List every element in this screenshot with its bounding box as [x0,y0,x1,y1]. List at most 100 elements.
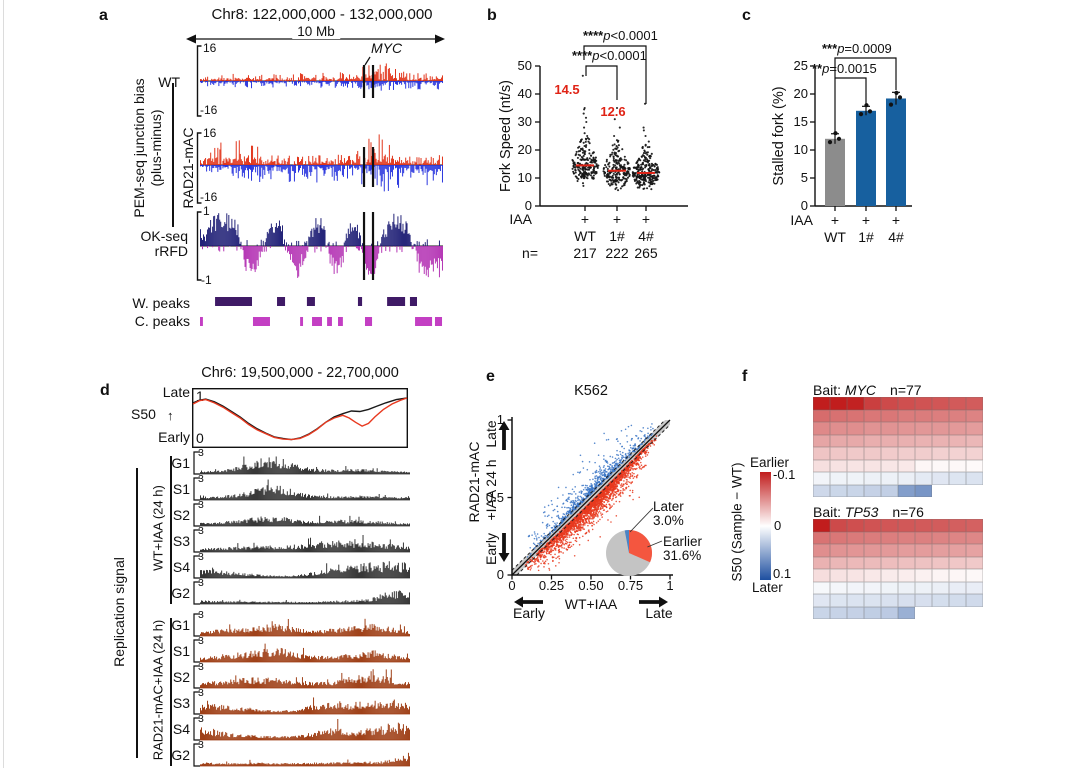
group-rad21-bracket [170,618,172,766]
heatmap-cell [864,594,881,607]
heatmap-cell [915,556,932,569]
panel-d-track-name: S2 [172,507,190,523]
panel-e-title: K562 [574,383,608,399]
heatmap-cell [898,472,915,485]
heatmap-cell [881,569,898,582]
sig-stars: **** [583,28,604,43]
panel-b-sig-lower: ****p<0.0001 [572,48,647,63]
pie-earlier-label: Earlier [663,534,703,549]
heatmap-cell [966,519,983,532]
heatmap-cell [949,556,966,569]
panel-f-scale-mid: 0 [774,518,782,533]
heatmap-cell [966,581,983,594]
heatmap-cell [864,544,881,557]
panel-a-group-bracket [172,83,174,227]
heatmap-cell [915,594,932,607]
heatmap-cell [932,519,949,532]
bait-n: n=76 [892,504,924,520]
heatmap-cell [830,531,847,544]
heatmap-cell [966,409,983,422]
page-edge-line [3,0,4,768]
panel-c-group-name: WT [824,229,846,245]
panel-d-track-scale: 3 [198,525,204,537]
heatmap-cell [915,409,932,422]
panel-c-iaa-plus: + [861,212,871,228]
sig-value: <0.0001 [599,48,647,63]
panel-b-ytick: 0 [524,198,532,213]
scale-bar-label: 10 Mb [292,24,340,39]
heatmap-cell [932,544,949,557]
heatmap-cell [864,581,881,594]
heatmap-cell [898,484,915,497]
heatmap-cell [932,397,949,410]
heatmap-cell [949,594,966,607]
panel-d-track-scale: 3 [198,739,204,751]
heatmap-tp53 [813,519,983,619]
heatmap-cell [932,422,949,435]
sig-value: =0.0009 [844,41,892,56]
scale-arrow [186,34,445,44]
heatmap-cell [966,472,983,485]
heatmap-cell [881,556,898,569]
heatmap-cell [966,544,983,557]
panel-f-label: f [742,368,748,385]
panel-b-group-name: 1# [609,228,625,244]
panel-d-region-title: Chr6: 19,500,000 - 22,700,000 [201,365,399,381]
pie-earlier-pct: 31.6% [663,548,702,563]
panel-b-ytick: 30 [517,114,532,129]
heatmap-cell [915,447,932,460]
panel-d-track-name: S2 [172,669,190,685]
panel-d-track-name: S1 [172,481,190,497]
heatmap-cell [915,434,932,447]
heatmap-cell [915,531,932,544]
panel-d-track-name: S1 [172,643,190,659]
heatmap-cell [932,447,949,460]
panel-b-n-prefix: n= [522,245,538,261]
heatmap-cell [915,484,932,497]
heatmap-cell [881,422,898,435]
heatmap-cell [864,447,881,460]
panel-b-iaa-plus: + [612,211,622,227]
panel-c-iaa-label: IAA [790,212,813,228]
panel-e-late-x-label: Late [645,605,673,621]
panel-a-region-title: Chr8: 122,000,000 - 132,000,000 [211,6,433,23]
sig-value: =0.0015 [829,61,877,76]
heatmap-cell [898,422,915,435]
heatmap-cell [898,409,915,422]
heatmap-cell [813,472,830,485]
heatmap-cell [847,409,864,422]
sig-stars: **** [572,48,593,63]
heatmap-cell [847,544,864,557]
s50-early-label: Early [158,429,190,445]
panel-b-beeswarm-plot [535,45,688,211]
heatmap-cell [813,422,830,435]
panel-b-ytick: 20 [517,142,532,157]
okseq-label-line2: rRFD [154,243,188,259]
panel-e-ytick: 0.5 [485,489,504,505]
heatmap-cell [966,459,983,472]
panel-d-track-scale: 3 [198,447,204,459]
panel-b-iaa-plus: + [580,211,590,227]
heatmap-cell [881,434,898,447]
heatmap-cell [949,434,966,447]
panel-d-label: d [100,382,110,399]
okseq-label-line1: OK-seq [140,228,188,244]
heatmap-cell [932,569,949,582]
group-rad21-iaa-label: RAD21-mAC+IAA (24 h) [150,619,166,761]
heatmap-cell [949,531,966,544]
heatmap-cell [847,556,864,569]
heatmap-cell [864,472,881,485]
heatmap-cell [813,581,830,594]
heatmap-cell [830,409,847,422]
panel-e-label: e [486,368,495,385]
panel-c-ytick: 20 [793,86,808,101]
panel-c-sig-upper: ***p=0.0009 [822,41,892,56]
heatmap-cell [864,397,881,410]
track-label-wt: WT [158,74,180,90]
heatmap-cell [830,397,847,410]
heatmap-cell [864,569,881,582]
panel-e-xtick: 0 [508,578,516,593]
heatmap-cell [966,397,983,410]
panel-e-ytick: 1 [496,412,504,427]
heatmap-cell [881,594,898,607]
